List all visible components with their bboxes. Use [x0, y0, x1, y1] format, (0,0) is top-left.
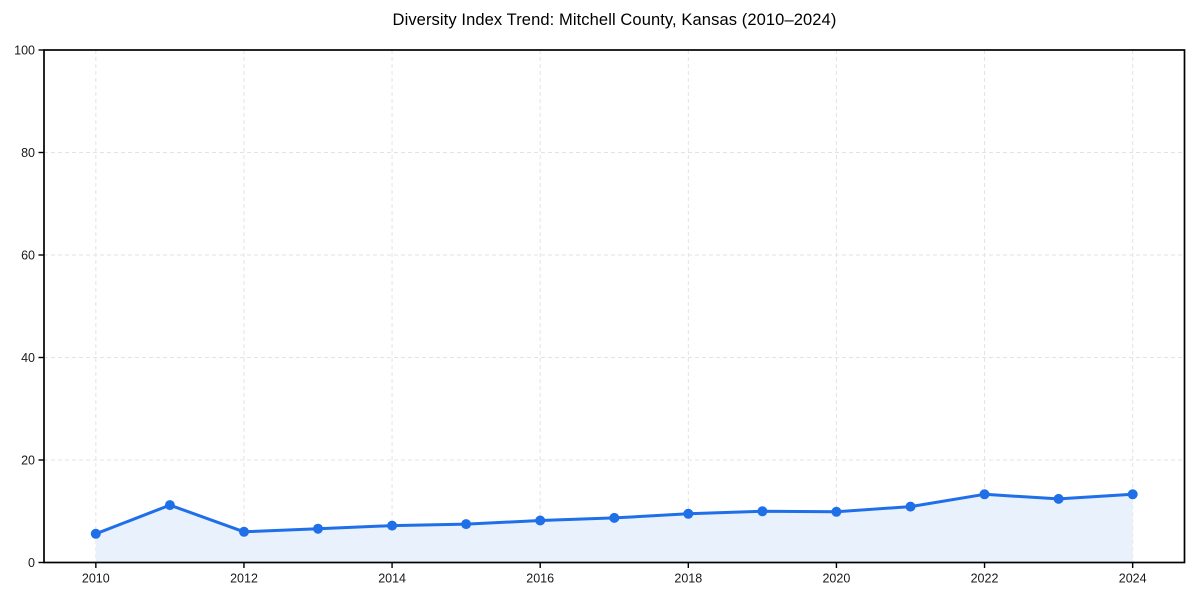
data-point-2022 [979, 489, 990, 500]
y-tick-label: 20 [21, 454, 35, 468]
data-point-2010 [90, 528, 101, 539]
y-tick-label: 40 [21, 351, 35, 365]
x-tick-label: 2022 [971, 572, 999, 586]
x-tick-label: 2012 [230, 572, 258, 586]
data-point-2014 [387, 520, 398, 531]
y-tick-label: 0 [28, 556, 35, 570]
data-point-2015 [461, 519, 472, 530]
data-point-2011 [164, 500, 175, 511]
x-tick-label: 2014 [378, 572, 406, 586]
data-point-2020 [831, 506, 842, 517]
x-tick-label: 2024 [1119, 572, 1147, 586]
data-point-2018 [683, 508, 694, 519]
data-point-2024 [1127, 489, 1138, 500]
data-point-2012 [239, 526, 249, 537]
chart-title: Diversity Index Trend: Mitchell County, … [392, 11, 837, 29]
x-tick-label: 2018 [674, 572, 702, 586]
y-tick-label: 80 [21, 146, 35, 160]
plot-border [43, 49, 1186, 564]
data-point-2021 [905, 501, 916, 512]
data-point-2019 [757, 506, 768, 517]
x-tick-label: 2020 [822, 572, 850, 586]
data-point-2013 [313, 523, 323, 534]
data-point-2017 [609, 512, 620, 523]
x-tick-label: 2016 [526, 572, 554, 586]
y-tick-label: 100 [14, 44, 35, 58]
area-fill [95, 494, 1133, 563]
data-point-2016 [535, 515, 546, 526]
data-point-2023 [1053, 493, 1064, 504]
x-tick-label: 2010 [82, 572, 110, 586]
y-tick-label: 60 [21, 249, 35, 263]
